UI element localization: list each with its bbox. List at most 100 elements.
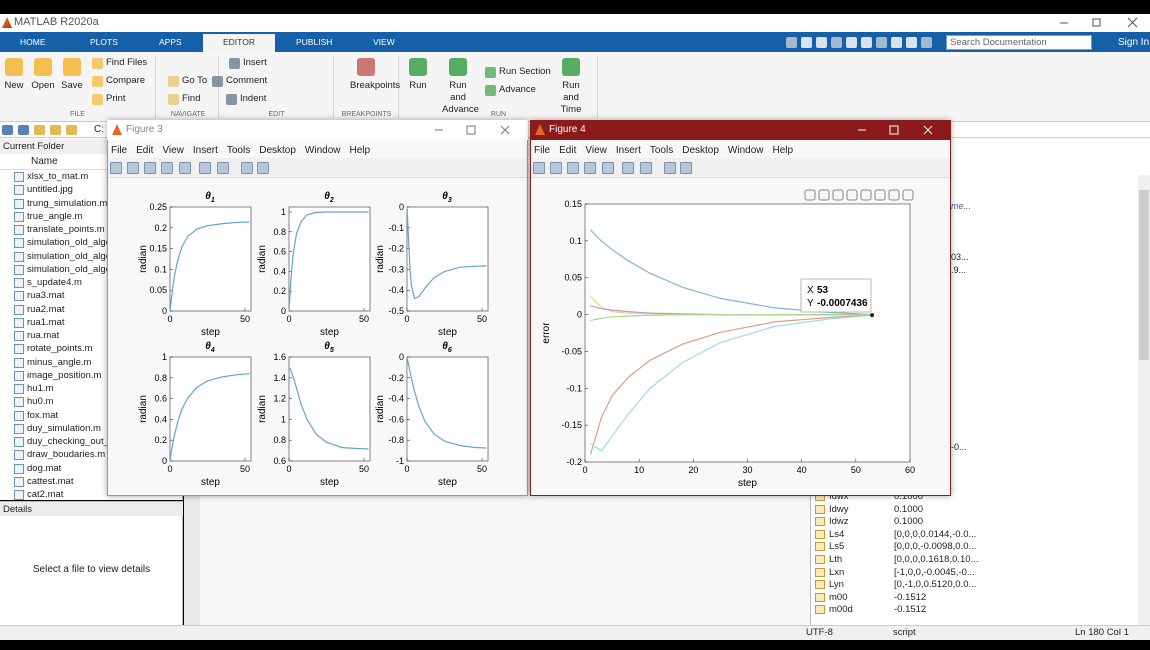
toolstrip-button[interactable]: Compare [106,75,146,86]
toolbar-icon[interactable] [144,162,156,174]
nav-icon[interactable] [2,125,13,135]
toolstrip-button[interactable]: Save [61,80,83,91]
menu-item[interactable]: View [585,144,607,156]
nav-icon[interactable] [50,125,61,135]
variable-icon[interactable] [815,605,825,615]
toolbar-icon[interactable] [533,162,545,174]
file-icon[interactable] [14,331,24,341]
button-icon[interactable] [485,85,496,96]
file-icon[interactable] [14,450,24,461]
search-box[interactable]: Search Documentation [946,35,1092,50]
variable-name[interactable]: Lxn [829,566,845,578]
button-icon[interactable] [92,94,103,105]
file-icon[interactable] [14,384,24,394]
details-header[interactable]: Details [0,501,183,516]
toolbar-icon[interactable] [664,162,676,174]
menu-item[interactable]: File [111,144,128,156]
ribbon-tab[interactable]: VIEW [373,37,395,47]
file-icon[interactable] [14,410,24,421]
file-icon[interactable] [14,437,24,447]
variable-value[interactable]: [0,-1,0,0.5120,0.0... [894,579,977,591]
toolbar-icon[interactable] [241,162,253,174]
variable-value[interactable]: 0.1000 [894,491,924,502]
file-name[interactable]: duy_checking_out_c [27,436,109,447]
toolbar-icon[interactable] [567,162,579,174]
toolbar-icon[interactable] [602,162,614,174]
file-name[interactable]: image_position.m [27,369,102,381]
button-icon[interactable] [63,58,81,76]
button-icon[interactable] [5,58,23,76]
address-path[interactable]: C: [94,124,104,135]
variable-name[interactable]: Lyn [829,579,844,591]
quick-access-icon[interactable] [891,37,902,48]
file-icon[interactable] [14,490,24,500]
toolbar-icon[interactable] [161,162,173,174]
button-icon[interactable] [229,58,240,69]
menu-item[interactable]: Window [304,144,341,156]
variable-name[interactable]: m00 [829,591,848,603]
file-name[interactable]: draw_boudaries.m [27,449,106,461]
file-name[interactable]: fox.mat [27,409,59,421]
ribbon-tab[interactable]: HOME [20,37,46,47]
variable-name[interactable]: Lth [829,554,843,565]
toolstrip-button[interactable]: Run and Advance [442,80,479,115]
file-icon[interactable] [14,357,24,368]
file-icon[interactable] [14,185,24,196]
variable-icon[interactable] [815,567,825,577]
ribbon-tab[interactable]: PLOTS [90,37,118,47]
toolbar-icon[interactable] [640,162,652,174]
button-icon[interactable] [168,76,179,87]
button-icon[interactable] [92,58,103,69]
file-icon[interactable] [14,225,24,235]
toolstrip-button[interactable]: Open [31,80,55,91]
nav-icon[interactable] [66,125,77,135]
quick-access-icon[interactable] [786,37,797,48]
file-name[interactable]: trung_simulation.m [27,197,108,209]
variable-value[interactable]: 0.1000 [894,516,924,528]
variable-value[interactable]: 0.1000 [894,503,924,515]
variable-name[interactable]: m00d [829,604,853,616]
variable-name[interactable]: Idwy [829,503,849,515]
file-icon[interactable] [14,317,24,328]
button-icon[interactable] [92,76,103,87]
toolbar-icon[interactable] [127,162,139,174]
menu-item[interactable]: Tools [649,144,674,156]
file-icon[interactable] [14,264,24,275]
variable-icon[interactable] [815,529,825,539]
file-icon[interactable] [14,198,24,209]
toolstrip-button[interactable]: Run and Time [560,80,582,115]
variable-icon[interactable] [815,504,825,514]
file-name[interactable]: duy_simulation.m [27,422,101,434]
toolbar-icon[interactable] [257,162,269,174]
menu-item[interactable]: Insert [615,144,641,156]
variable-icon[interactable] [815,517,825,527]
variable-value[interactable]: [0,0,0,0.0144,-0.0... [894,528,977,540]
file-name[interactable]: cat2.mat [27,489,64,500]
quick-access-icon[interactable] [816,37,827,48]
button-icon[interactable] [562,58,580,76]
file-icon[interactable] [14,397,24,408]
file-name[interactable]: untitled.jpg [27,184,73,196]
quick-access-icon[interactable] [876,37,887,48]
quick-access-icon[interactable] [906,37,917,48]
sign-in[interactable]: Sign In [1118,37,1150,48]
file-name[interactable]: rua2.mat [27,303,65,315]
file-name[interactable]: translate_points.m [27,224,105,235]
file-icon[interactable] [14,423,24,434]
file-name[interactable]: xlsx_to_mat.m [27,171,89,182]
file-icon[interactable] [14,238,24,249]
nav-icon[interactable] [34,125,45,135]
toolstrip-button[interactable]: Comment [226,75,268,86]
menu-item[interactable]: View [162,144,184,156]
menu-item[interactable]: Insert [192,144,218,156]
button-icon[interactable] [449,58,467,76]
toolstrip-button[interactable]: New [4,80,24,91]
file-name[interactable]: rua1.mat [27,316,65,328]
button-icon[interactable] [485,67,496,78]
variable-value[interactable]: [0,0,0,-0.0098,0.0... [894,541,977,553]
variable-name[interactable]: Idwz [829,516,849,528]
ribbon-tab[interactable]: PUBLISH [296,37,333,47]
button-icon[interactable] [212,76,223,87]
toolbar-icon[interactable] [217,162,229,174]
button-icon[interactable] [357,58,375,76]
